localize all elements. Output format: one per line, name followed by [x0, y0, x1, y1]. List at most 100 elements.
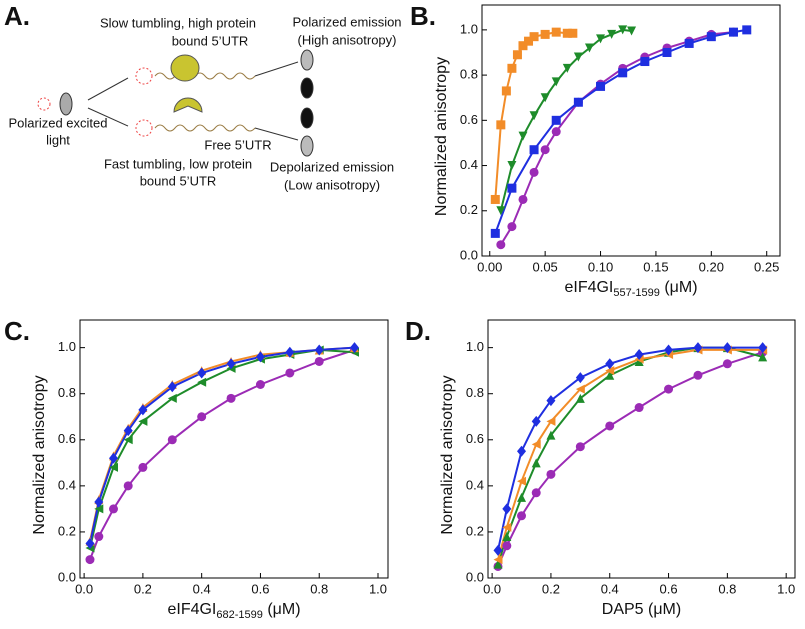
- x-axis-label-unit: (μM): [644, 601, 682, 618]
- data-point: [123, 481, 133, 491]
- x-tick-label: 0.8: [718, 581, 736, 596]
- data-point: [529, 32, 539, 42]
- data-point: [742, 25, 752, 35]
- data-point: [551, 27, 561, 37]
- data-point: [584, 43, 594, 53]
- data-point: [684, 38, 694, 48]
- data-point: [722, 359, 732, 369]
- x-axis-label-sub: 557-1599: [613, 287, 660, 299]
- data-point: [664, 344, 674, 356]
- data-point: [693, 342, 703, 354]
- data-point: [167, 381, 177, 393]
- data-point: [226, 358, 236, 370]
- data-point: [138, 404, 148, 416]
- data-point: [627, 26, 637, 36]
- data-point: [518, 41, 528, 51]
- plot-frame: [487, 319, 796, 579]
- x-axis-label-unit: (μM): [660, 279, 698, 296]
- data-point: [512, 50, 522, 60]
- data-point: [493, 555, 503, 565]
- fit-line: [89, 346, 355, 544]
- data-point: [314, 344, 324, 356]
- x-tick-label: 1.0: [369, 581, 387, 596]
- chart-panel: D. 0.0 0.2 0.4 0.6 0.8 1.0 0.0 0.2 0.4 0.6 0.8 1.0 DA…: [405, 316, 796, 618]
- data-point: [551, 127, 561, 137]
- arrow: [87, 107, 129, 127]
- data-point: [94, 496, 104, 508]
- x-tick-label: 0.2: [134, 581, 152, 596]
- x-axis-label-unit: (μM): [263, 601, 301, 618]
- data-point: [518, 194, 528, 204]
- diagram-text: Polarized excited: [9, 115, 108, 130]
- data-point: [596, 81, 606, 91]
- data-point: [529, 145, 539, 155]
- data-point: [502, 522, 512, 532]
- data-point: [605, 366, 615, 376]
- data-point: [490, 228, 500, 238]
- data-point: [640, 57, 650, 67]
- data-point: [540, 145, 550, 155]
- data-point: [85, 537, 95, 549]
- y-tick-label: 1.0: [460, 21, 478, 36]
- x-tick-label: 0.25: [754, 259, 779, 274]
- fit-line: [494, 28, 747, 234]
- polarizer: [59, 92, 73, 116]
- y-tick-label: 0.4: [466, 477, 484, 492]
- data-point: [568, 28, 578, 38]
- x-tick-label: 0.15: [643, 259, 668, 274]
- data-point: [575, 384, 585, 394]
- panel-label: B.: [410, 1, 436, 31]
- y-tick-label: 0.0: [466, 569, 484, 584]
- fit-line: [497, 348, 763, 560]
- detector: [300, 135, 314, 157]
- x-tick-label: 0.4: [601, 581, 619, 596]
- detector: [300, 49, 314, 71]
- data-point: [123, 435, 133, 445]
- data-point: [573, 97, 583, 107]
- data-point: [562, 63, 572, 73]
- data-point: [634, 349, 644, 361]
- y-tick-label: 1.0: [58, 339, 76, 354]
- data-point: [507, 183, 517, 193]
- data-point: [618, 25, 628, 35]
- plot-frame: [79, 319, 389, 579]
- data-point: [285, 346, 295, 358]
- diagram-text: (Low anisotropy): [284, 177, 380, 192]
- fit-line: [89, 346, 355, 542]
- fluorophore: [135, 119, 153, 137]
- data-point: [728, 27, 738, 37]
- chart-panel: C. 0.0 0.2 0.4 0.6 0.8 1.0 0.0 0.2 0.4 0.6 0.8 1.0 eI…: [4, 316, 389, 621]
- data-point: [605, 421, 615, 431]
- diagram-text: Depolarized emission: [270, 159, 394, 174]
- fit-line: [89, 348, 355, 549]
- data-point: [94, 504, 104, 514]
- x-tick-label: 0.0: [75, 581, 93, 596]
- y-tick-label: 0.8: [466, 385, 484, 400]
- data-point: [722, 342, 732, 354]
- data-point: [546, 395, 556, 407]
- x-axis-label: eIF4GI557-1599 (μM): [564, 279, 697, 299]
- data-point: [529, 167, 539, 177]
- data-point: [758, 342, 768, 354]
- data-point: [109, 504, 119, 514]
- diagram-text: bound 5’UTR: [172, 33, 249, 48]
- data-point: [546, 430, 556, 440]
- data-point: [575, 372, 585, 384]
- data-point: [502, 541, 512, 551]
- x-tick-label: 0.20: [699, 259, 724, 274]
- data-point: [551, 77, 561, 87]
- data-point: [501, 86, 511, 96]
- x-axis-label-main: eIF4GI: [167, 601, 216, 618]
- y-tick-label: 0.2: [58, 523, 76, 538]
- data-point: [490, 194, 500, 204]
- x-axis-label: DAP5 (μM): [602, 601, 681, 618]
- detector: [300, 77, 314, 99]
- fit-line: [499, 31, 734, 246]
- protein-bound: [170, 54, 200, 82]
- data-point: [496, 240, 506, 250]
- data-point: [507, 222, 517, 232]
- data-point: [94, 532, 104, 542]
- x-tick-label: 1.0: [777, 581, 795, 596]
- data-point: [540, 93, 550, 103]
- data-point: [496, 206, 506, 216]
